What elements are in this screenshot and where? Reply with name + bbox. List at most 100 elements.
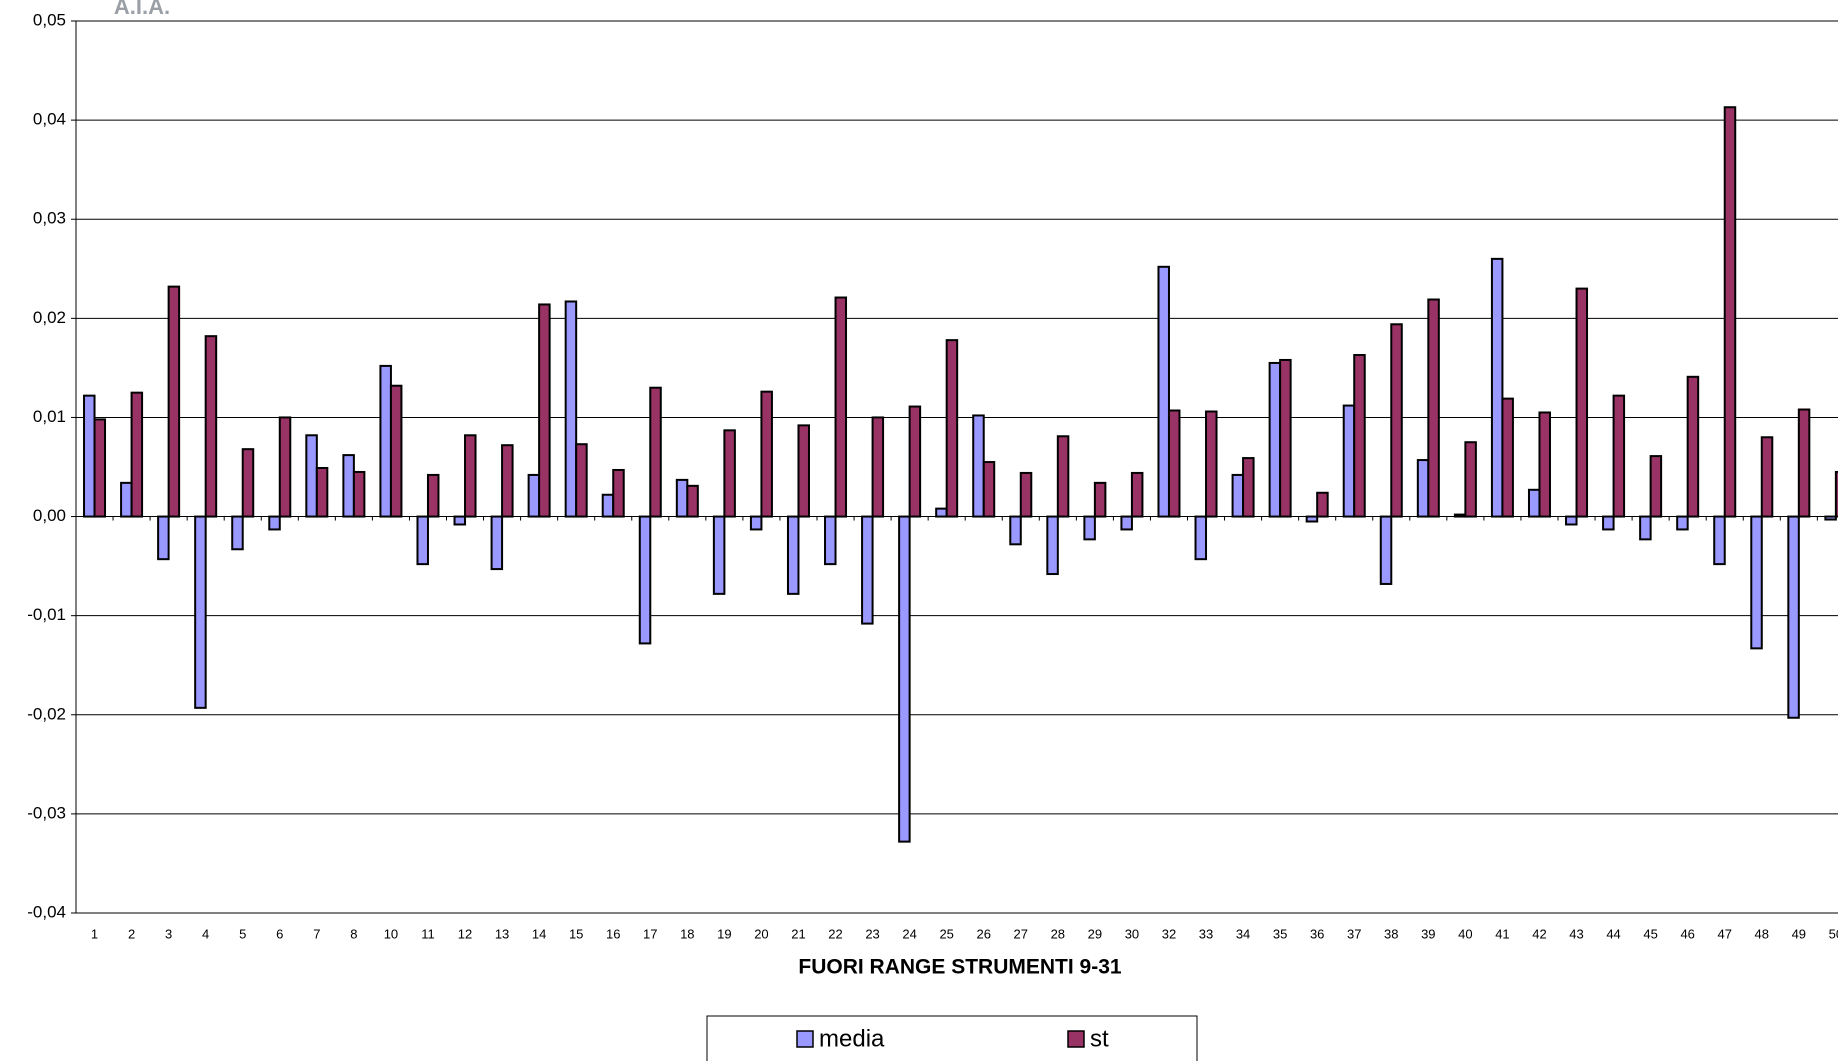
bar	[760, 390, 773, 518]
x-tick-label: 22	[828, 926, 842, 941]
bar	[1231, 473, 1245, 518]
bar	[712, 515, 726, 595]
x-tick-label: 46	[1680, 926, 1694, 941]
bar	[1612, 394, 1626, 518]
bar	[649, 386, 662, 518]
x-tick-label: 3	[165, 926, 172, 941]
bar	[797, 424, 810, 518]
bar	[1750, 515, 1763, 650]
x-tick-label: 27	[1014, 926, 1028, 941]
x-tick-label: 32	[1162, 926, 1176, 941]
x-tick-label: 16	[606, 926, 620, 941]
bar	[538, 303, 551, 518]
bar	[278, 416, 292, 518]
bar	[945, 339, 959, 518]
x-tick-label: 18	[680, 926, 694, 941]
y-tick-label: 0,03	[33, 209, 66, 228]
bar	[204, 335, 218, 518]
bar	[231, 515, 244, 551]
x-tick-label: 40	[1458, 926, 1472, 941]
bar	[167, 285, 181, 518]
x-tick-label: 2	[128, 926, 135, 941]
bar	[824, 515, 837, 566]
bar	[1120, 515, 1133, 531]
bar	[1342, 404, 1356, 518]
bar	[1379, 515, 1393, 585]
bar	[601, 493, 615, 518]
x-tick-label: 24	[902, 926, 916, 941]
bar	[83, 394, 96, 518]
y-tick-label: -0,04	[27, 902, 66, 921]
legend-swatch	[1067, 1030, 1085, 1048]
x-tick-label: 26	[976, 926, 990, 941]
y-tick-label: 0,01	[33, 407, 66, 426]
x-tick-label: 39	[1421, 926, 1435, 941]
bar	[1205, 410, 1218, 518]
bar	[1760, 436, 1774, 518]
bar	[723, 429, 736, 518]
bar	[527, 473, 541, 518]
bar	[389, 384, 403, 518]
bar	[575, 443, 588, 518]
bar	[1416, 459, 1430, 518]
bar	[1305, 515, 1319, 523]
y-tick-label: -0,02	[27, 704, 66, 723]
bar	[972, 414, 985, 518]
bar	[1316, 491, 1329, 518]
x-tick-label: 13	[495, 926, 509, 941]
bar	[1130, 471, 1144, 518]
bar	[1676, 515, 1689, 531]
bar	[1602, 515, 1615, 531]
x-tick-label: 36	[1310, 926, 1324, 941]
bar	[194, 515, 207, 709]
bar	[1093, 481, 1107, 518]
bar	[416, 515, 429, 566]
x-tick-label: 17	[643, 926, 657, 941]
y-tick-label: -0,01	[27, 605, 66, 624]
bar	[1575, 287, 1589, 518]
bar	[1639, 515, 1652, 541]
bar	[453, 515, 467, 526]
bar	[1464, 441, 1477, 518]
x-tick-label: 44	[1606, 926, 1620, 941]
x-tick-label: 42	[1532, 926, 1546, 941]
x-tick-label: 5	[239, 926, 246, 941]
y-tick-label: 0,02	[33, 308, 66, 327]
x-tick-label: 23	[865, 926, 879, 941]
bar	[1390, 323, 1403, 518]
bar	[1501, 397, 1514, 518]
bar	[1019, 471, 1033, 518]
bar	[1157, 265, 1170, 518]
bar	[686, 484, 699, 518]
bar	[1167, 409, 1181, 518]
bar	[1083, 515, 1096, 541]
bar	[564, 300, 578, 518]
bar	[315, 466, 329, 518]
bar	[1565, 515, 1578, 526]
bar	[908, 405, 922, 518]
logo: A.I.A.	[114, 0, 170, 19]
x-tick-label: 10	[384, 926, 398, 941]
x-tick-label: 12	[458, 926, 472, 941]
y-tick-label: 0,04	[33, 110, 66, 129]
bar	[1490, 257, 1504, 518]
x-tick-label: 6	[276, 926, 283, 941]
x-tick-label: 20	[754, 926, 768, 941]
x-tick-label: 8	[350, 926, 357, 941]
bar	[130, 391, 144, 518]
y-tick-label: 0,05	[33, 10, 66, 29]
x-tick-label: 45	[1643, 926, 1657, 941]
x-tick-label: 35	[1273, 926, 1287, 941]
bar	[1268, 361, 1282, 518]
bar	[1427, 298, 1440, 518]
x-tick-label: 34	[1236, 926, 1250, 941]
bar	[834, 296, 848, 518]
bar	[490, 515, 504, 571]
bar	[861, 515, 874, 625]
bar	[241, 448, 255, 518]
bar	[1686, 375, 1700, 518]
legend-label: st	[1090, 1025, 1109, 1052]
bar	[1834, 470, 1838, 518]
x-tick-label: 15	[569, 926, 583, 941]
